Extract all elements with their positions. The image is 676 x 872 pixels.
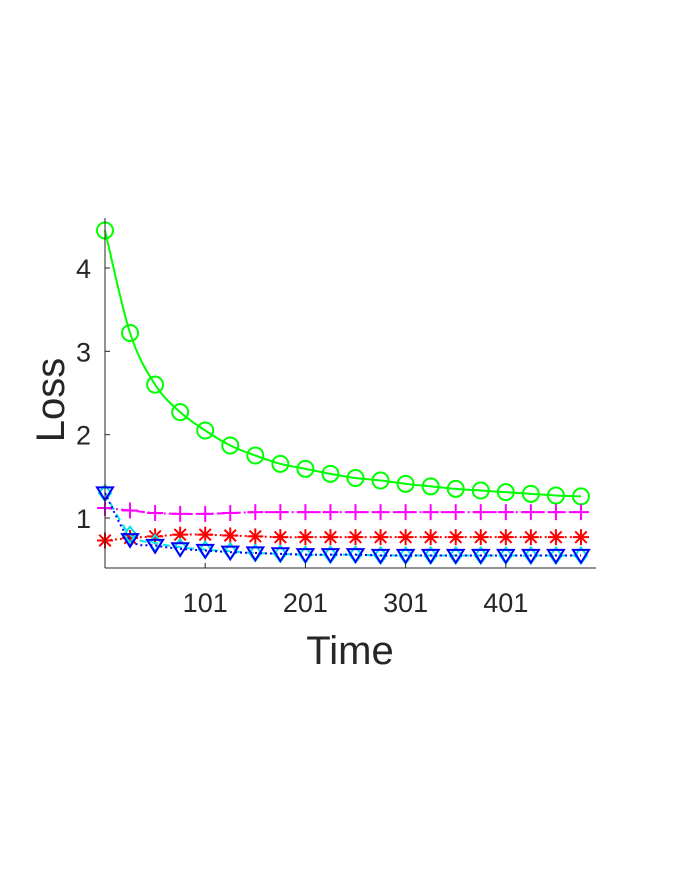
series-line (104, 492, 581, 557)
series-4 (95, 486, 591, 565)
data-point-diamond (122, 525, 138, 545)
data-point-circle (146, 375, 165, 394)
data-point-triangle-down (145, 538, 165, 555)
data-point-circle (421, 477, 440, 496)
data-point-asterisk (547, 529, 564, 546)
data-point-plus (547, 504, 564, 521)
data-point-circle (396, 474, 415, 493)
data-point-triangle-down (295, 548, 316, 564)
data-point-triangle-down (195, 543, 216, 560)
series-line (104, 230, 582, 498)
data-point-asterisk (347, 529, 364, 546)
x-tick-label: 301 (383, 588, 428, 618)
data-point-plus (122, 502, 139, 519)
data-point-plus (372, 504, 389, 521)
x-tick-label: 401 (483, 588, 528, 618)
data-point-triangle-down (395, 548, 416, 565)
series-2 (97, 526, 589, 549)
data-point-circle (346, 469, 365, 487)
data-point-plus (397, 504, 414, 521)
data-point-plus (297, 504, 314, 521)
data-point-asterisk (172, 526, 189, 543)
data-point-asterisk (472, 529, 489, 546)
y-tick-label: 3 (76, 337, 91, 367)
data-point-plus (222, 505, 239, 521)
data-point-triangle-down (120, 533, 140, 549)
data-point-triangle-down (445, 548, 466, 565)
data-point-plus (347, 504, 364, 521)
data-point-circle (196, 421, 215, 440)
x-ticks: 101 201 301 401 (183, 563, 528, 618)
x-tick-label: 201 (283, 588, 328, 618)
data-point-circle (446, 479, 465, 498)
x-tick-label: 101 (183, 588, 228, 618)
data-point-asterisk (447, 529, 464, 546)
data-point-asterisk (322, 529, 339, 546)
data-point-triangle-down (420, 548, 441, 565)
data-point-circle (246, 446, 265, 465)
data-point-circle (271, 454, 290, 473)
data-point-asterisk (497, 529, 514, 546)
data-point-plus (447, 504, 464, 521)
data-point-circle (471, 481, 490, 500)
y-tick-label: 2 (76, 421, 91, 451)
data-point-asterisk (522, 529, 539, 546)
data-point-circle (371, 471, 390, 490)
y-tick-label: 1 (76, 504, 91, 534)
data-point-plus (147, 505, 164, 521)
data-point-asterisk (247, 528, 264, 545)
series-0 (96, 221, 590, 506)
x-axis-label: Time (306, 629, 393, 673)
data-point-triangle-down (521, 548, 541, 565)
y-tick-label: 4 (76, 254, 91, 284)
data-point-asterisk (272, 529, 289, 546)
data-point-circle (121, 324, 140, 342)
data-point-plus (322, 504, 339, 521)
data-point-asterisk (197, 526, 214, 543)
data-point-triangle-down (571, 548, 591, 565)
data-point-asterisk (397, 529, 414, 546)
data-point-triangle-down (370, 548, 391, 565)
data-point-asterisk (222, 527, 239, 544)
data-point-circle (321, 464, 340, 483)
data-point-circle (221, 436, 240, 455)
data-point-triangle-down (546, 548, 566, 565)
data-point-asterisk (572, 529, 589, 546)
data-point-triangle-down (345, 548, 366, 564)
data-point-triangle-down (320, 548, 341, 564)
y-axis-label: Loss (29, 358, 73, 443)
data-point-circle (296, 459, 315, 478)
data-point-plus (422, 504, 439, 521)
data-point-plus (272, 504, 289, 521)
data-point-plus (172, 505, 189, 522)
data-point-plus (522, 504, 539, 521)
data-point-circle (171, 403, 190, 422)
data-point-asterisk (297, 529, 314, 546)
data-point-triangle-down (220, 545, 241, 562)
data-point-triangle-down (270, 547, 291, 563)
data-point-circle (521, 484, 540, 503)
y-ticks: 1 2 3 4 (76, 254, 110, 534)
data-point-plus (472, 504, 489, 521)
data-point-triangle-down (470, 548, 491, 565)
data-point-asterisk (422, 529, 439, 546)
data-point-plus (497, 504, 514, 521)
data-point-triangle-down (496, 548, 516, 565)
data-point-plus (247, 504, 264, 521)
data-point-asterisk (372, 529, 389, 546)
series-1 (97, 500, 589, 522)
data-point-circle (546, 486, 565, 505)
series-layer (95, 221, 591, 566)
data-point-triangle-down (245, 546, 266, 563)
data-point-plus (572, 504, 589, 521)
data-point-asterisk (122, 530, 139, 546)
data-point-plus (197, 505, 214, 522)
data-point-circle (496, 483, 515, 502)
data-point-triangle-down (170, 542, 190, 558)
